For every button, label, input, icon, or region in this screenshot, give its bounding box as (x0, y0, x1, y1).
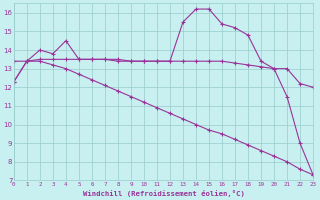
X-axis label: Windchill (Refroidissement éolien,°C): Windchill (Refroidissement éolien,°C) (83, 190, 244, 197)
